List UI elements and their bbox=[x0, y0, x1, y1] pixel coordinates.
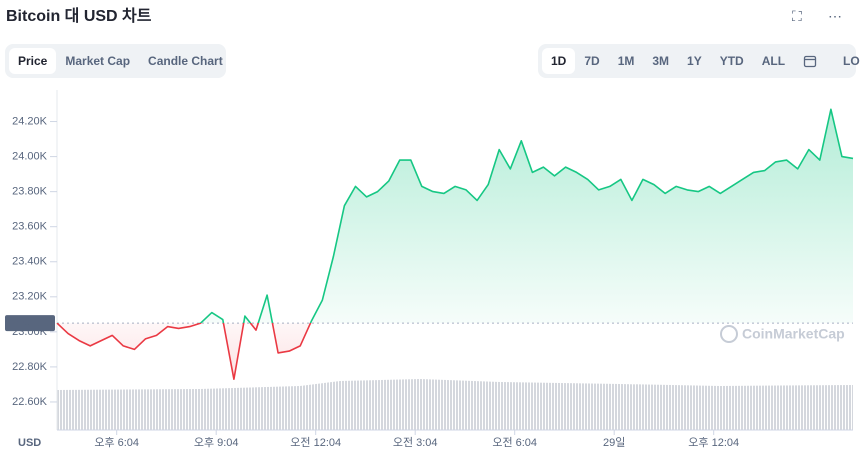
volume-bars bbox=[57, 379, 853, 430]
fullscreen-icon[interactable]: ⛶ bbox=[792, 8, 802, 24]
more-icon[interactable]: ⋯ bbox=[828, 8, 842, 24]
reference-label-box bbox=[5, 315, 55, 332]
calendar-icon bbox=[803, 55, 817, 68]
range-button[interactable]: 3M bbox=[652, 54, 670, 68]
x-tick-label: 오전 6:04 bbox=[492, 436, 537, 449]
range-button[interactable]: YTD bbox=[719, 54, 744, 68]
range-button[interactable]: ALL bbox=[761, 54, 786, 68]
tab[interactable]: Price bbox=[9, 48, 57, 74]
range-button[interactable]: 1D bbox=[542, 48, 576, 74]
x-tick-label: 오후 9:04 bbox=[194, 436, 239, 449]
log-button[interactable]: LOG bbox=[843, 54, 860, 68]
tab[interactable]: Candle Chart bbox=[148, 54, 223, 68]
reference-label: 23.05K bbox=[12, 317, 48, 329]
x-tick-label: 29일 bbox=[603, 435, 625, 449]
range-button[interactable]: 7D bbox=[584, 54, 600, 68]
range-group: 1D 7D 1M 3M 1Y YTD ALL LOG bbox=[538, 44, 860, 78]
chart-title: Bitcoin 대 USD 차트 bbox=[6, 8, 152, 25]
x-tick-label: 오전 3:04 bbox=[393, 436, 438, 449]
tab[interactable]: Market Cap bbox=[65, 54, 131, 68]
y-tick-label: 23.20K bbox=[12, 291, 48, 303]
price-area bbox=[57, 109, 853, 380]
y-tick-label: 23.80K bbox=[12, 186, 48, 198]
watermark: CoinMarketCap bbox=[742, 326, 845, 342]
x-tick-label: 오전 12:04 bbox=[290, 436, 341, 449]
price-line bbox=[56, 108, 854, 380]
tab-group: Price Market Cap Candle Chart bbox=[5, 44, 226, 78]
range-button[interactable]: 1Y bbox=[687, 54, 702, 68]
x-tick-label: 오후 12:04 bbox=[688, 436, 739, 449]
y-tick-label: 22.80K bbox=[12, 361, 48, 373]
watermark-logo bbox=[720, 325, 738, 343]
calendar-button[interactable] bbox=[794, 48, 826, 74]
y-tick-label: 23.40K bbox=[12, 256, 48, 268]
currency-label: USD bbox=[18, 437, 41, 449]
y-tick-label: 24.20K bbox=[12, 115, 48, 127]
range-button[interactable]: 1M bbox=[617, 54, 635, 68]
y-tick-label: 23.60K bbox=[12, 221, 48, 233]
x-tick-label: 오후 6:04 bbox=[94, 436, 139, 449]
y-tick-label: 22.60K bbox=[12, 396, 48, 408]
y-tick-label: 24.00K bbox=[12, 151, 48, 163]
